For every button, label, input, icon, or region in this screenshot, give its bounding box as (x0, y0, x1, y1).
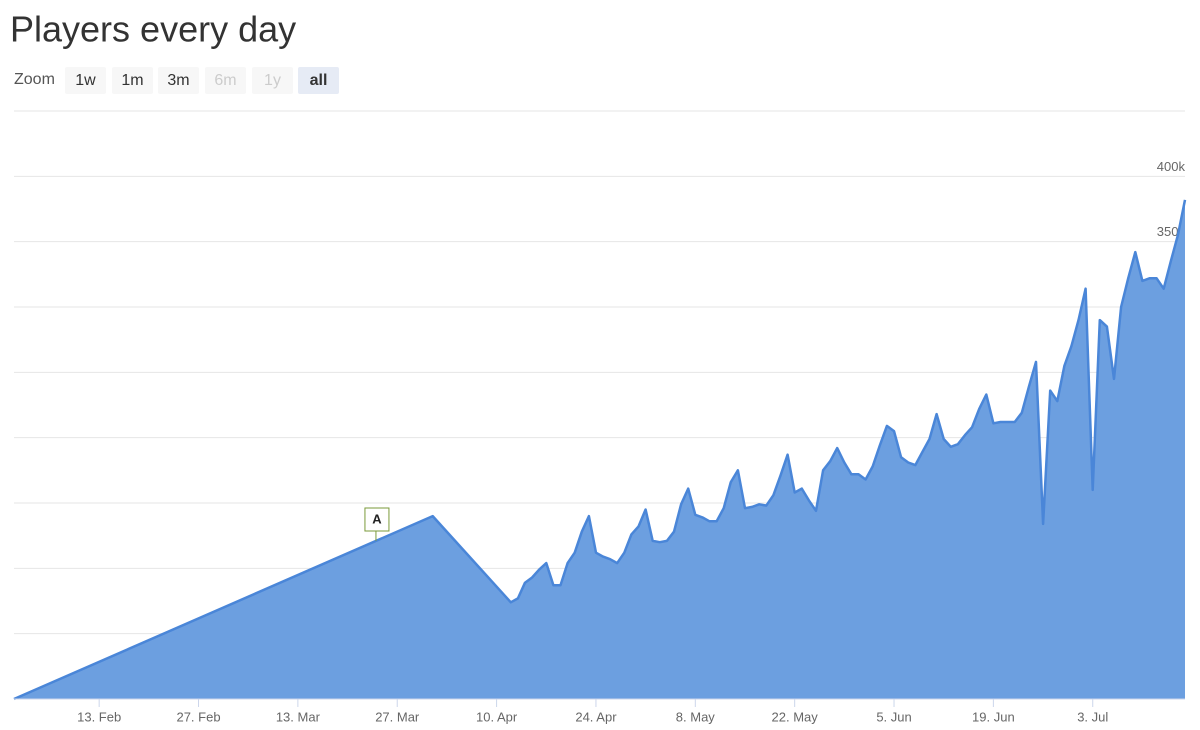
zoom-button (252, 67, 293, 94)
zoom-button[interactable] (65, 67, 106, 94)
x-tick-label: 5. Jun (876, 709, 911, 724)
line (13, 199, 1187, 701)
x-tick-label: 24. Apr (575, 709, 617, 724)
x-tick-label: 13. Feb (77, 709, 121, 724)
zoom-button-label: 6m (214, 72, 236, 89)
zoom-button[interactable] (158, 67, 199, 94)
zoom-button-label[interactable]: all (310, 72, 328, 89)
x-tick-label: 27. Feb (176, 709, 220, 724)
x-tick-label: 19. Jun (972, 709, 1015, 724)
chart-title: Players every day (10, 9, 296, 50)
zoom-button[interactable] (298, 67, 339, 94)
x-tick-label: 3. Jul (1077, 709, 1108, 724)
zoom-button-label: 1y (264, 72, 281, 89)
x-tick-label: 13. Mar (276, 709, 321, 724)
x-tick-label: 27. Mar (375, 709, 420, 724)
flag-box (364, 507, 390, 532)
zoom-button (205, 67, 246, 94)
zoom-button-label[interactable]: 1m (121, 72, 143, 89)
x-tick-label: 8. May (676, 709, 716, 724)
y-tick-label: 400k (1157, 159, 1186, 174)
x-tick-label: 22. May (772, 709, 819, 724)
zoom-button-label[interactable]: 3m (167, 72, 189, 89)
area (14, 199, 1185, 699)
zoom-button-label[interactable]: 1w (75, 72, 96, 89)
zoom-button[interactable] (112, 67, 153, 94)
zoom-label: Zoom (14, 71, 55, 88)
flag-label: A (372, 511, 382, 526)
x-tick-label: 10. Apr (476, 709, 518, 724)
